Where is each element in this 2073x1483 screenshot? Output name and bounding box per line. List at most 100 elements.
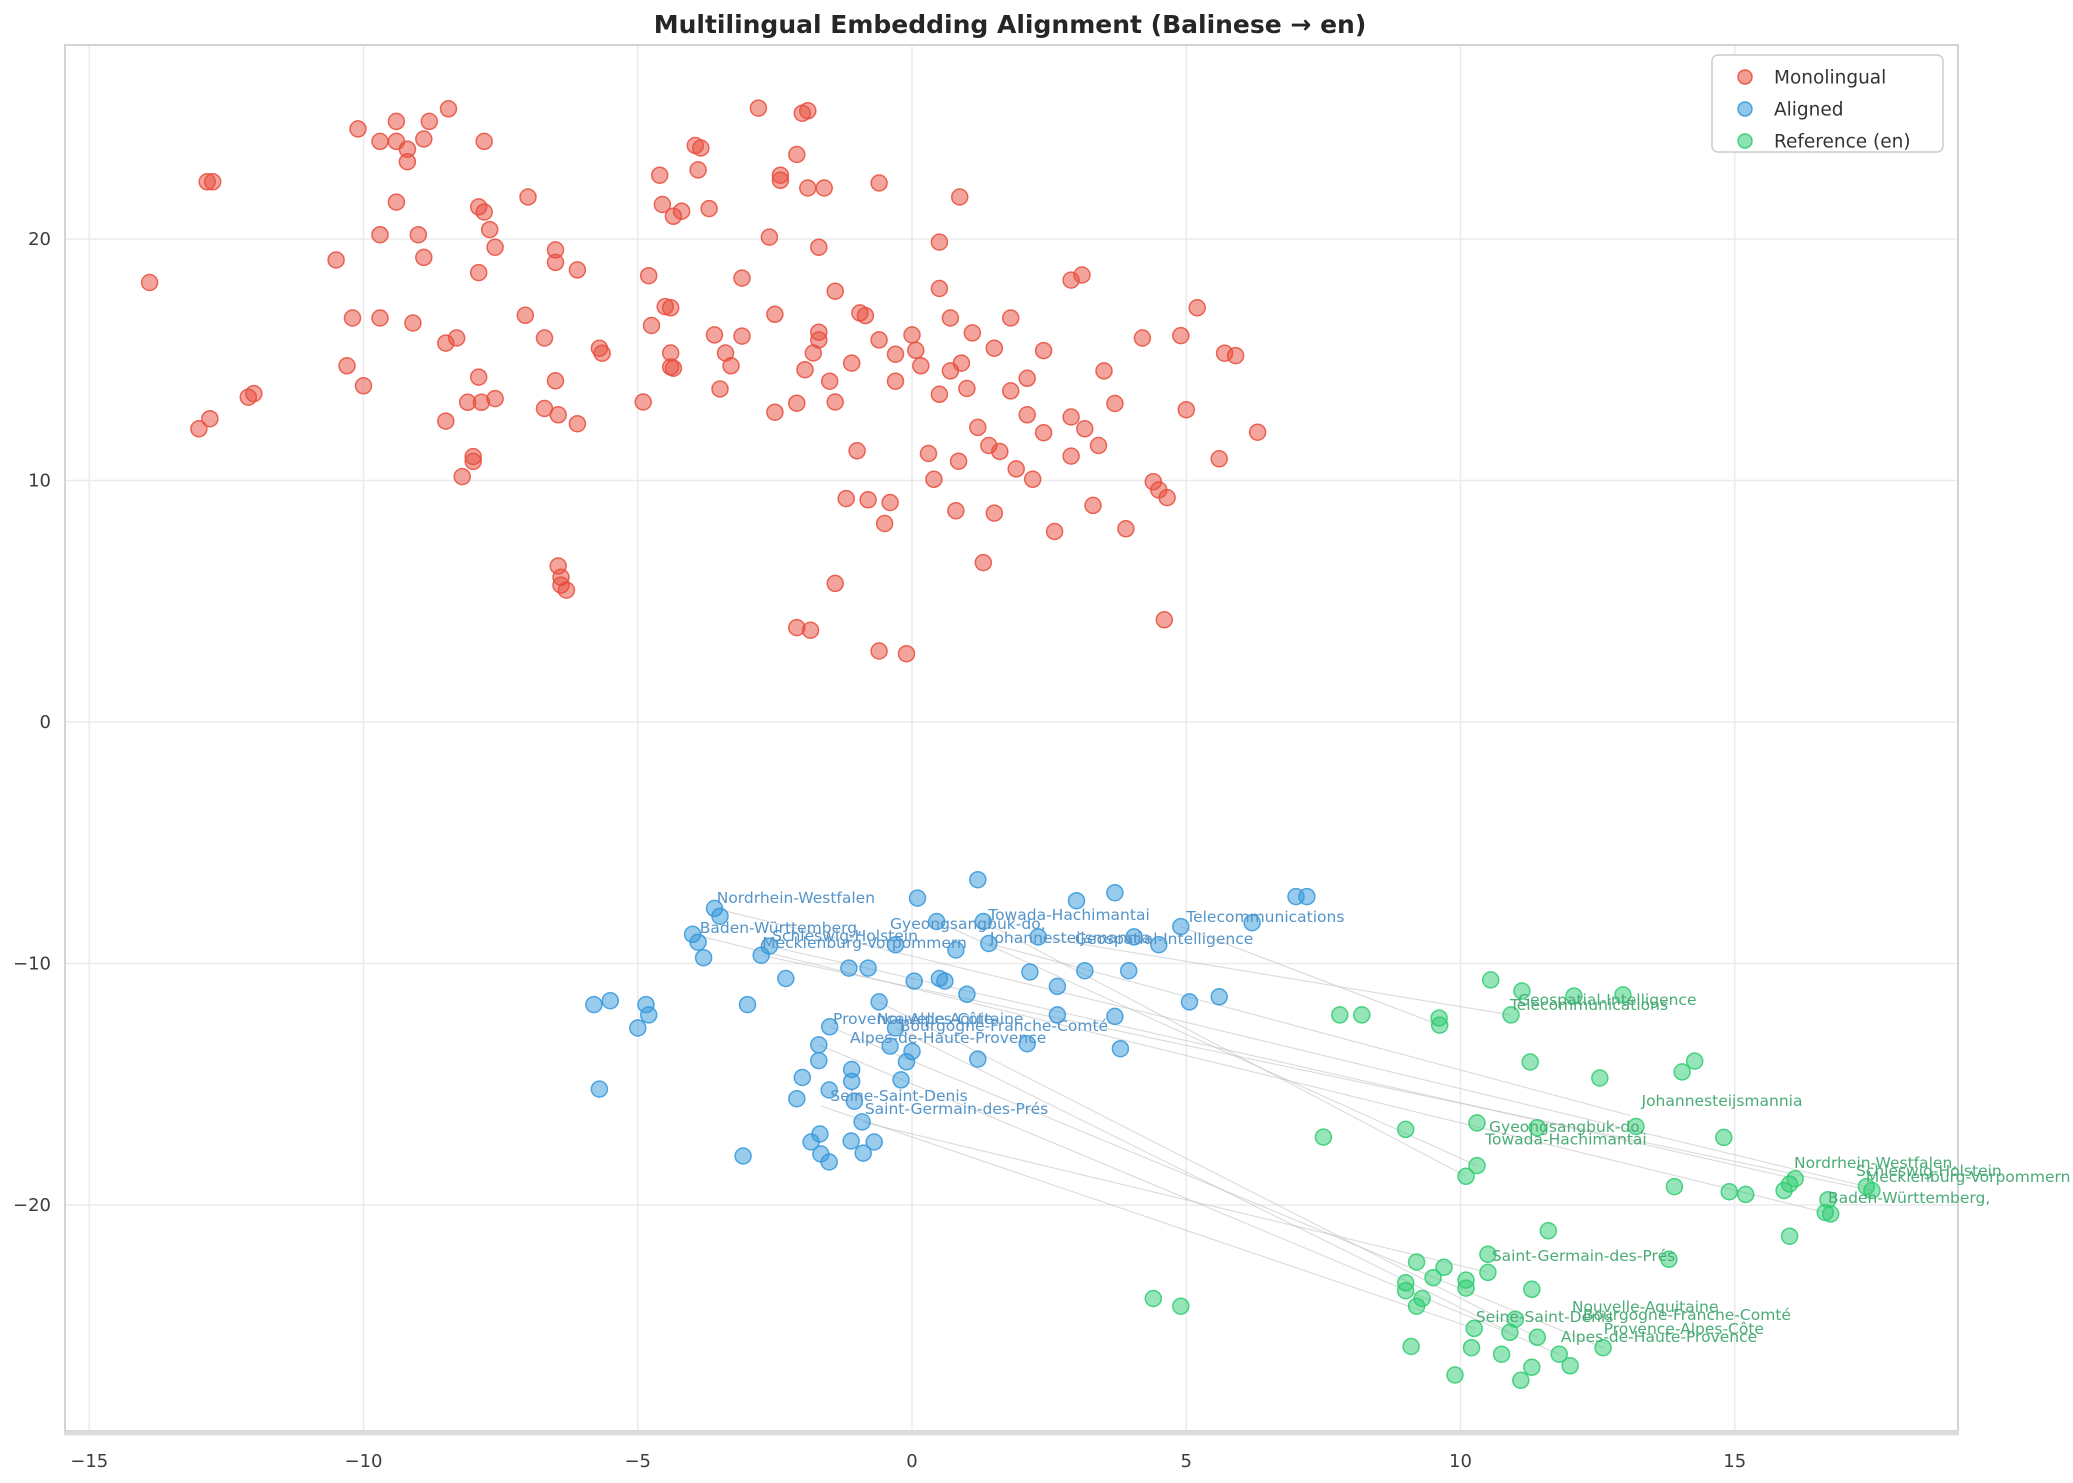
aligned-point-label: Alpes-de-Haute-Provence bbox=[850, 1029, 1046, 1047]
data-point bbox=[1150, 935, 1168, 954]
data-point bbox=[1210, 988, 1228, 1006]
data-point bbox=[437, 412, 455, 430]
y-tick-label: −10 bbox=[13, 954, 51, 975]
data-point bbox=[903, 326, 921, 344]
data-point bbox=[1528, 1118, 1547, 1137]
data-point bbox=[653, 195, 672, 214]
data-point bbox=[886, 372, 905, 390]
data-point bbox=[1172, 1297, 1190, 1315]
data-point bbox=[201, 409, 219, 428]
data-point bbox=[958, 985, 976, 1003]
data-point bbox=[870, 642, 888, 660]
data-point bbox=[1863, 1181, 1881, 1200]
data-point bbox=[848, 442, 866, 460]
data-point bbox=[875, 514, 894, 533]
data-point bbox=[930, 385, 949, 404]
alignment-line bbox=[714, 907, 1867, 1188]
data-point bbox=[664, 207, 683, 226]
alignment-line bbox=[820, 1105, 1475, 1329]
data-point bbox=[1106, 1007, 1124, 1026]
data-point bbox=[1673, 1063, 1691, 1081]
data-point bbox=[1073, 266, 1091, 284]
data-point bbox=[969, 870, 987, 889]
x-tick-label: −15 bbox=[70, 1451, 108, 1472]
data-point bbox=[464, 452, 482, 471]
legend: Monolingual Aligned Reference (en) bbox=[1711, 54, 1944, 153]
data-point bbox=[568, 261, 587, 279]
data-point bbox=[985, 504, 1004, 522]
reference-point-label: Geospatial-Intelligence bbox=[1518, 991, 1696, 1009]
x-tick-label: −5 bbox=[624, 1451, 651, 1472]
data-point bbox=[912, 357, 930, 375]
data-point bbox=[661, 299, 680, 317]
data-point bbox=[140, 273, 159, 292]
data-point bbox=[1614, 986, 1632, 1004]
data-point bbox=[398, 152, 417, 171]
series-reference-en- bbox=[1144, 971, 1881, 1390]
data-point bbox=[810, 1036, 828, 1054]
reference-point-label: Schleswig-Holstein bbox=[1856, 1162, 2002, 1180]
data-point bbox=[338, 357, 356, 375]
alignment-line bbox=[988, 942, 1631, 1117]
y-tick-label: 20 bbox=[28, 229, 51, 250]
data-point bbox=[535, 329, 554, 347]
x-tick-label: 10 bbox=[1449, 1451, 1472, 1472]
data-point bbox=[793, 1068, 812, 1087]
data-point bbox=[881, 493, 899, 512]
data-point bbox=[1188, 299, 1206, 317]
data-point bbox=[1018, 1034, 1036, 1053]
data-point bbox=[1155, 611, 1174, 629]
data-point bbox=[480, 220, 499, 239]
data-point bbox=[771, 171, 790, 190]
data-point bbox=[1736, 1185, 1755, 1204]
data-point bbox=[1119, 961, 1138, 980]
data-point bbox=[1786, 1169, 1804, 1188]
data-point bbox=[415, 248, 433, 267]
data-point bbox=[1007, 460, 1025, 478]
data-point bbox=[1720, 1182, 1739, 1201]
data-point bbox=[947, 941, 965, 959]
data-point bbox=[826, 574, 844, 593]
data-point bbox=[711, 380, 729, 398]
data-point bbox=[837, 489, 855, 508]
aligned-point-label: Mecklenburg-Vorpommern bbox=[762, 934, 967, 952]
data-point bbox=[930, 233, 949, 251]
data-point bbox=[415, 130, 433, 148]
data-point bbox=[475, 132, 493, 151]
aligned-point-label: Johannesteijsmannia bbox=[989, 929, 1151, 947]
data-point bbox=[820, 1153, 838, 1171]
reference-point-label: Towada-Hachimantai bbox=[1484, 1131, 1647, 1149]
data-point bbox=[859, 959, 877, 977]
axes-spines bbox=[64, 44, 1959, 1432]
data-point bbox=[639, 1006, 658, 1024]
data-point bbox=[840, 959, 858, 977]
data-point bbox=[733, 269, 751, 287]
legend-box bbox=[1711, 54, 1944, 153]
alignment-line bbox=[861, 1121, 1489, 1273]
axis-tick-labels: −15 −10 −5 0 5 10 15 20 10 0 −10 −20 bbox=[13, 229, 1746, 1472]
data-point bbox=[1023, 470, 1042, 489]
data-point bbox=[1780, 1227, 1799, 1245]
alignment-line bbox=[761, 954, 1872, 1192]
y-tick-label: −20 bbox=[13, 1195, 51, 1216]
data-point bbox=[820, 1081, 838, 1099]
reference-point-label: Johannesteijsmannia bbox=[1641, 1092, 1803, 1110]
reference-point-label: Seine-Saint-Denis bbox=[1476, 1308, 1613, 1326]
data-point bbox=[689, 933, 707, 951]
data-point bbox=[980, 934, 998, 953]
data-point bbox=[1528, 1328, 1547, 1347]
data-point bbox=[1513, 982, 1531, 1000]
data-point bbox=[1396, 1120, 1415, 1139]
data-point bbox=[1457, 1167, 1475, 1186]
reference-point-label: Provence-Alpes-Côte bbox=[1604, 1320, 1764, 1338]
data-point bbox=[826, 282, 844, 300]
data-point bbox=[799, 179, 817, 197]
x-tick-label: 5 bbox=[1181, 1451, 1192, 1472]
data-point bbox=[1095, 362, 1113, 380]
data-point bbox=[886, 345, 905, 363]
data-point bbox=[908, 889, 927, 907]
data-point bbox=[722, 357, 740, 375]
data-point bbox=[1018, 406, 1036, 424]
data-point bbox=[1180, 993, 1199, 1011]
data-point bbox=[1029, 928, 1047, 946]
